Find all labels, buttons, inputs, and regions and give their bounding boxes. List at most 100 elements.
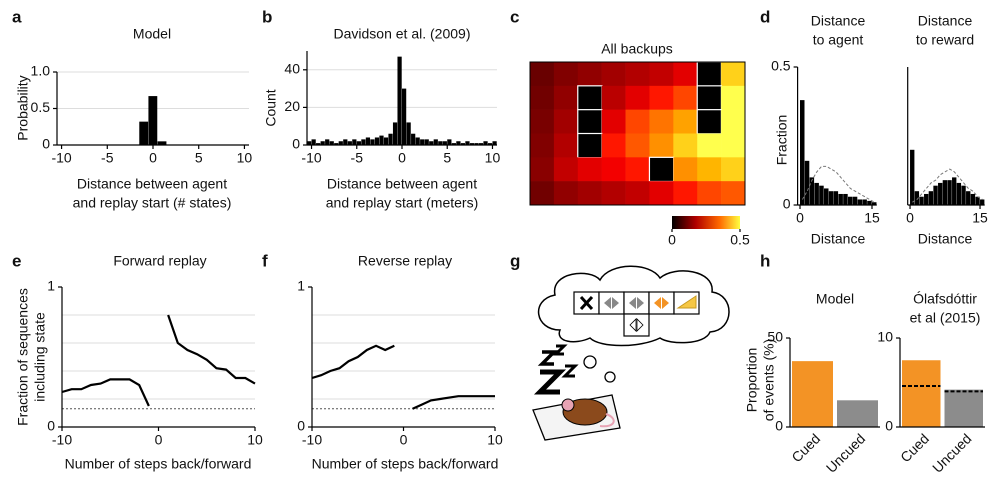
x-tick-label: 0 (398, 150, 406, 166)
bar (943, 180, 947, 205)
panel-letter: g (510, 251, 520, 270)
y-axis-label: Fraction (774, 115, 790, 166)
y-tick-label: 1 (47, 278, 55, 294)
bar (933, 186, 937, 205)
y-axis-label: of events (%) (761, 339, 777, 421)
x-tick-label: 10 (237, 150, 253, 166)
heat-cell (602, 157, 626, 181)
y-axis-label: Proportion (744, 348, 760, 413)
bar (980, 199, 984, 205)
heat-cell (602, 134, 626, 158)
panel-letter: f (262, 251, 268, 270)
wall (578, 134, 602, 158)
heat-cell (649, 86, 673, 110)
heat-cell (626, 62, 650, 86)
chart-title: Model (133, 26, 171, 42)
y-tick-label: 10 (877, 329, 893, 345)
heat-cell (649, 110, 673, 134)
x-tick-label: 0 (400, 432, 408, 448)
bar (947, 180, 951, 205)
bar (971, 194, 975, 205)
panel-letter: d (760, 7, 770, 26)
heat-cell (721, 157, 745, 181)
y-tick-label: 0 (42, 136, 50, 152)
dream-illustration (533, 266, 729, 440)
bar (819, 186, 824, 205)
x-tick-label: -10 (51, 150, 71, 166)
bar (407, 122, 411, 145)
x-axis-label: Distance between agent (77, 176, 227, 192)
y-tick-label: 0 (292, 136, 300, 152)
bar (838, 194, 843, 205)
heat-cell (554, 181, 578, 205)
x-tick-label: Cued (788, 430, 823, 465)
bar (800, 100, 805, 205)
x-tick-label: -5 (101, 150, 114, 166)
chart-title: Model (816, 291, 854, 307)
wall (697, 110, 721, 134)
bar (420, 139, 424, 145)
bar (843, 194, 848, 205)
bar (402, 89, 406, 145)
bar (848, 197, 853, 205)
heat-cell (530, 134, 554, 158)
panel-letter: h (760, 251, 770, 270)
bar (312, 139, 316, 145)
heat-cell (530, 157, 554, 181)
bar (862, 199, 867, 205)
x-tick-label: 15 (972, 210, 988, 226)
y-axis-label: including state (32, 312, 48, 402)
bar (938, 183, 942, 205)
wall (697, 86, 721, 110)
x-tick-label: -10 (301, 150, 321, 166)
heat-cell (721, 181, 745, 205)
x-tick-label: -10 (302, 432, 322, 448)
bar (352, 139, 356, 145)
bar (829, 191, 834, 205)
heat-cell (697, 134, 721, 158)
y-tick-label: 1 (297, 278, 305, 294)
bar (370, 139, 374, 145)
bar (867, 201, 872, 205)
panel-letter: c (510, 7, 519, 26)
x-tick-label: 10 (247, 432, 263, 448)
bar (902, 360, 941, 427)
x-tick-label: 0 (149, 150, 157, 166)
heat-cell (554, 110, 578, 134)
bar (366, 137, 370, 145)
chart-title: et al (2015) (910, 310, 981, 326)
x-tick-label: 5 (195, 150, 203, 166)
heat-cell (697, 181, 721, 205)
heat-cell (578, 181, 602, 205)
chart-title: Ólafsdóttir (913, 291, 977, 307)
bar (961, 186, 965, 205)
x-tick-label: Uncued (929, 430, 974, 475)
y-tick-label: 0 (783, 196, 791, 212)
bar (393, 122, 397, 145)
bar (379, 136, 383, 145)
y-tick-label: 20 (284, 98, 300, 114)
y-tick-label: 0.5 (31, 99, 51, 115)
heat-cell (649, 62, 673, 86)
bar (858, 199, 863, 205)
chart-title: Reverse replay (358, 253, 452, 269)
heat-cell (673, 134, 697, 158)
panel-letter: e (12, 251, 21, 270)
chart-title: Distance (811, 13, 866, 29)
heat-cell (673, 110, 697, 134)
bar (814, 183, 819, 205)
x-tick-label: 0 (155, 432, 163, 448)
y-axis-label: Fraction of sequences (15, 288, 31, 426)
bar (384, 137, 388, 145)
chart-title: to agent (813, 32, 864, 48)
y-tick-label: 1.0 (31, 63, 51, 79)
colorbar (672, 216, 740, 229)
heat-cell (530, 181, 554, 205)
chart-title: Distance (918, 13, 973, 29)
heat-cell (554, 134, 578, 158)
y-tick-label: 40 (284, 61, 300, 77)
heat-cell (530, 110, 554, 134)
x-axis-label: Number of steps back/forward (65, 456, 252, 472)
heat-cell (554, 157, 578, 181)
bar (929, 191, 933, 205)
